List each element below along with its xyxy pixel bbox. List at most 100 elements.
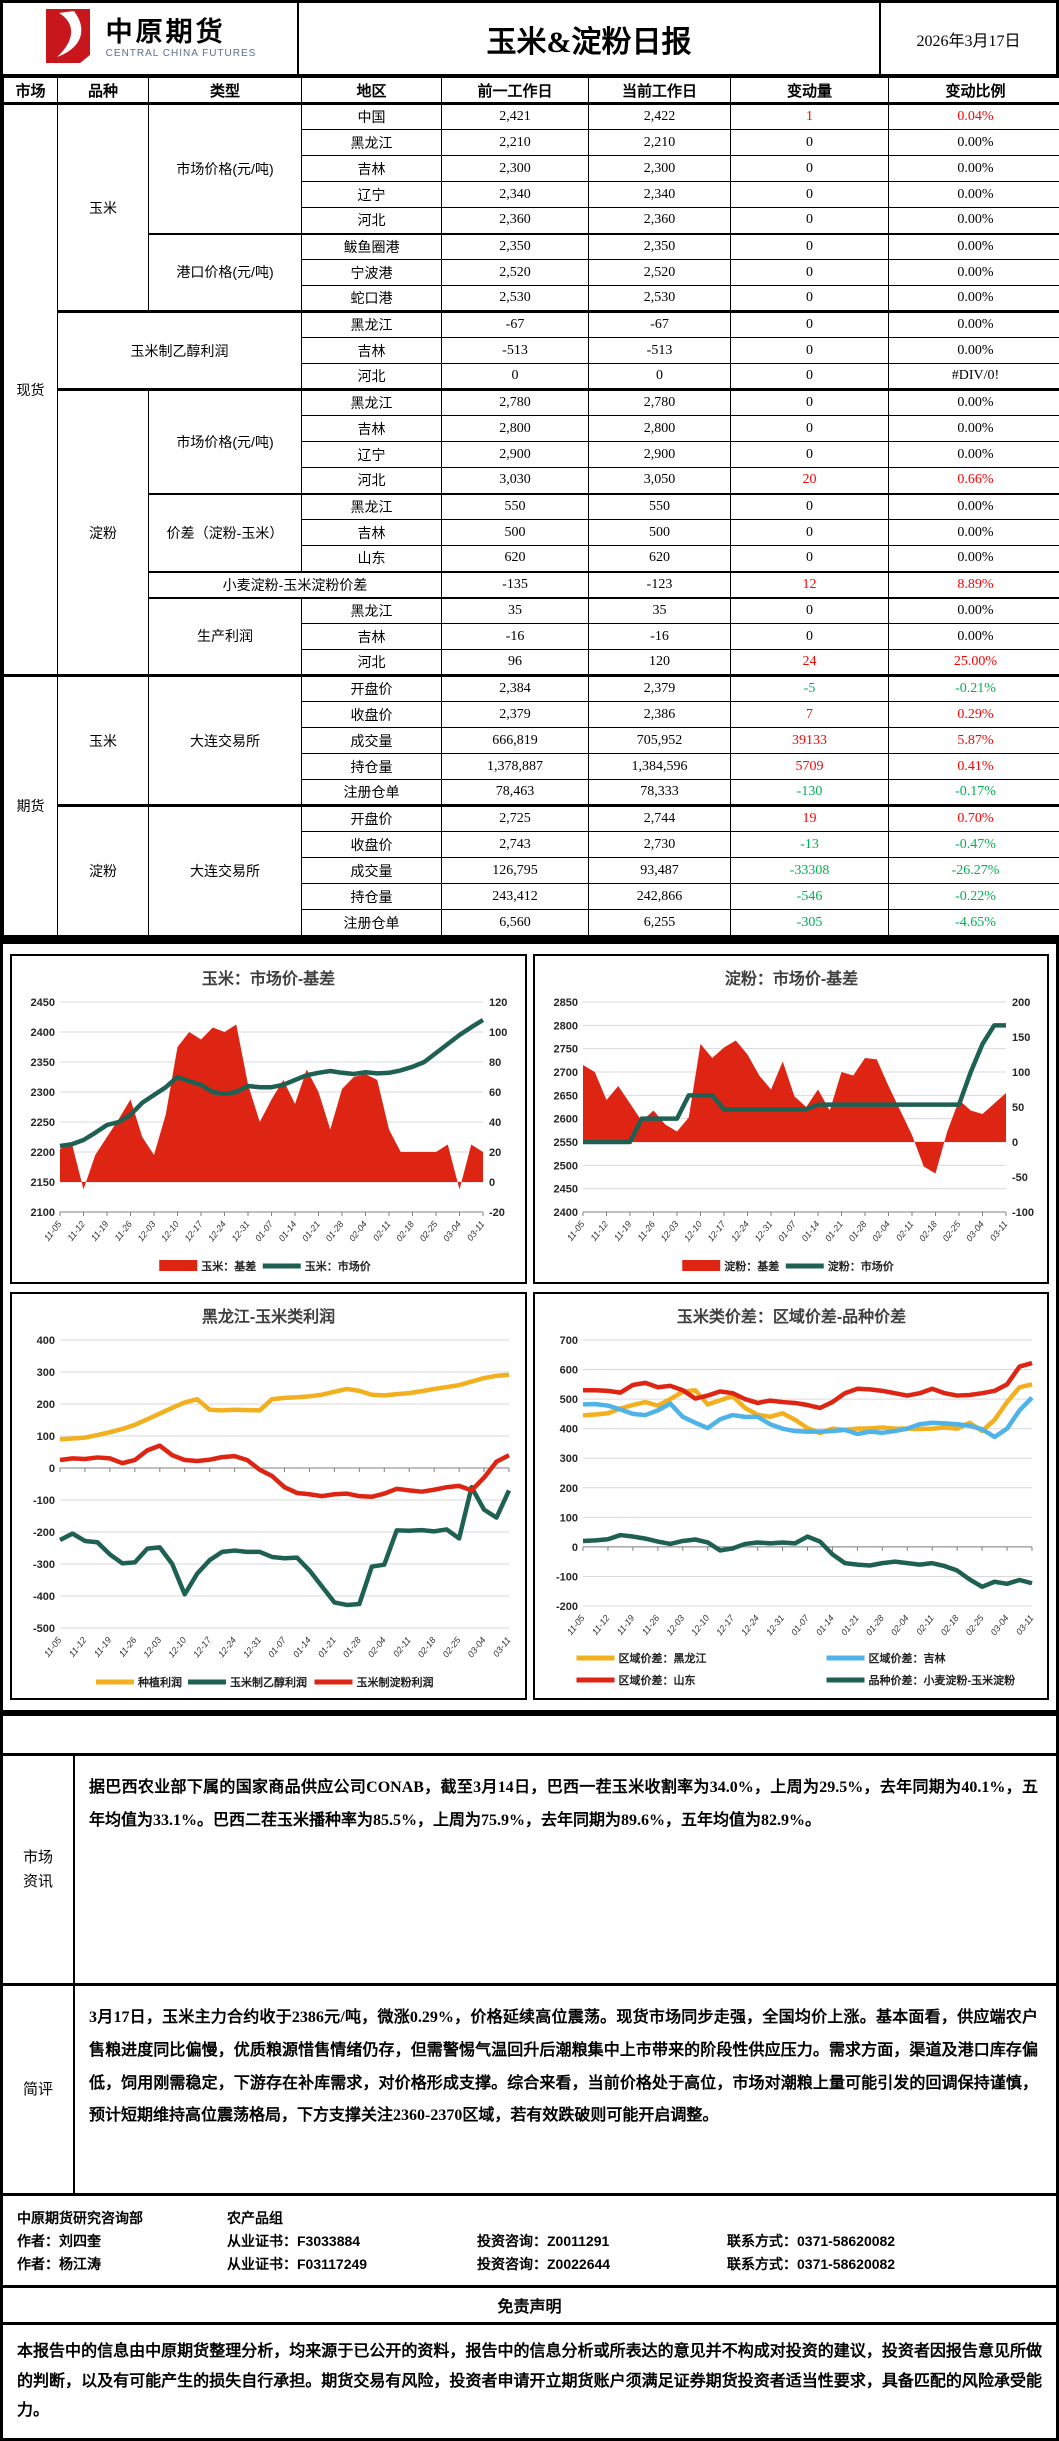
x-axis-tick-label: 12-24: [216, 1635, 238, 1659]
series-area: [60, 1025, 483, 1190]
change-pct: 0.00%: [889, 234, 1059, 260]
y-axis-tick-label: -400: [33, 1591, 55, 1603]
chart-title: 淀粉：市场价-基差: [724, 969, 857, 988]
y-axis-tick-label: 300: [559, 1453, 577, 1465]
change-pct: 0.00%: [889, 182, 1059, 208]
y-axis-tick-label: -300: [33, 1559, 55, 1571]
change-pct: -0.22%: [889, 884, 1059, 910]
change-value: 0: [731, 598, 889, 624]
market-info-text: 据巴西农业部下属的国家商品供应公司CONAB，截至3月14日，巴西一茬玉米收割率…: [75, 1756, 1056, 1983]
curr-value: 550: [589, 494, 731, 520]
prev-value: 126,795: [442, 858, 589, 884]
legend-label: 种植利润: [137, 1675, 182, 1689]
change-pct: -0.47%: [889, 832, 1059, 858]
change-pct: 0.00%: [889, 208, 1059, 234]
prev-value: 550: [442, 494, 589, 520]
prev-value: -135: [442, 572, 589, 598]
change-value: -546: [731, 884, 889, 910]
x-axis-tick-label: 02-25: [441, 1634, 464, 1659]
region-label: 开盘价: [302, 676, 442, 702]
prev-value: -67: [442, 312, 589, 338]
change-value: 0: [731, 338, 889, 364]
prev-value: 6,560: [442, 910, 589, 936]
region-label: 黑龙江: [302, 130, 442, 156]
change-value: 5709: [731, 754, 889, 780]
type-label: 市场价格(元/吨): [149, 390, 302, 494]
curr-value: 620: [589, 546, 731, 572]
y-axis-tick-label: 700: [559, 1335, 577, 1347]
chart-title: 黑龙江-玉米类利润: [202, 1307, 335, 1326]
x-axis-tick-label: 03-11: [491, 1635, 513, 1659]
report-header: 中原期货 CENTRAL CHINA FUTURES 玉米&淀粉日报 2026年…: [3, 3, 1056, 77]
y-axis-tick-label: -500: [33, 1623, 55, 1635]
prev-value: 620: [442, 546, 589, 572]
change-value: -33308: [731, 858, 889, 884]
region-label: 注册仓单: [302, 780, 442, 806]
prev-value: 2,340: [442, 182, 589, 208]
change-pct: 0.41%: [889, 754, 1059, 780]
column-header: 变动比例: [889, 78, 1059, 104]
author-cert: 从业证书：F3033884: [227, 2231, 477, 2252]
change-pct: 0.00%: [889, 130, 1059, 156]
variety-label: 玉米: [58, 676, 149, 806]
change-pct: 0.00%: [889, 598, 1059, 624]
legend-label: 淀粉：市场价: [827, 1259, 894, 1273]
x-axis-tick-label: 12-31: [230, 1219, 252, 1243]
prev-value: 2,300: [442, 156, 589, 182]
right-axis-tick-label: 0: [1012, 1137, 1018, 1149]
y-axis-tick-label: 200: [37, 1399, 55, 1411]
commentary-section: 简评 3月17日，玉米主力合约收于2386元/吨，微涨0.29%，价格延续高位震…: [3, 1986, 1056, 2196]
series-area: [583, 1041, 1006, 1174]
x-axis-tick-label: 12-03: [141, 1635, 163, 1659]
x-axis-tick-label: 11-12: [65, 1219, 87, 1243]
curr-value: 2,800: [589, 416, 731, 442]
legend-swatch: [682, 1260, 720, 1271]
chart-svg-3: 黑龙江-玉米类利润-500-400-300-200-10001002003004…: [12, 1294, 525, 1698]
prev-value: -513: [442, 338, 589, 364]
x-axis-tick-label: 12-31: [752, 1219, 774, 1243]
change-value: 0: [731, 130, 889, 156]
region-label: 中国: [302, 104, 442, 130]
x-axis-tick-label: 02-18: [917, 1219, 939, 1243]
change-pct: 0.00%: [889, 494, 1059, 520]
type-label: 价差（淀粉-玉米）: [149, 494, 302, 572]
region-label: 持仓量: [302, 754, 442, 780]
x-axis-tick-label: 02-04: [366, 1635, 388, 1659]
change-pct: #DIV/0!: [889, 364, 1059, 390]
y-axis-tick-label: 2200: [31, 1147, 55, 1159]
region-label: 山东: [302, 546, 442, 572]
y-axis-tick-label: 2250: [31, 1117, 55, 1129]
type-label: 小麦淀粉-玉米淀粉价差: [149, 572, 442, 598]
region-label: 注册仓单: [302, 910, 442, 936]
y-axis-tick-label: 2400: [553, 1207, 577, 1219]
change-value: 0: [731, 442, 889, 468]
prev-value: 666,819: [442, 728, 589, 754]
change-value: 0: [731, 312, 889, 338]
x-axis-tick-label: 02-25: [940, 1218, 963, 1243]
y-axis-tick-label: 0: [571, 1542, 577, 1554]
y-axis-tick-label: 2450: [31, 997, 55, 1009]
author-advisory: 投资咨询：Z0011291: [477, 2231, 727, 2252]
x-axis-tick-label: 02-11: [893, 1219, 915, 1243]
group-name: 农产品组: [227, 2208, 283, 2229]
curr-value: 2,340: [589, 182, 731, 208]
curr-value: 500: [589, 520, 731, 546]
legend-label: 品种价差：小麦淀粉-玉米淀粉: [868, 1673, 1015, 1687]
contact-author-line: 作者：杨江涛 从业证书：F03117249 投资咨询：Z0022644 联系方式…: [17, 2254, 1042, 2275]
change-pct: 0.04%: [889, 104, 1059, 130]
change-value: 0: [731, 260, 889, 286]
disclaimer-text: 本报告中的信息由中原期货整理分析，均来源于已公开的资料，报告中的信息分析或所表达…: [3, 2325, 1056, 2438]
variety-label: 淀粉: [58, 806, 149, 936]
region-label: 开盘价: [302, 806, 442, 832]
company-name-en: CENTRAL CHINA FUTURES: [106, 48, 257, 59]
series-line: [583, 1535, 1032, 1587]
column-header: 当前工作日: [589, 78, 731, 104]
x-axis-tick-label: 11-05: [564, 1612, 586, 1637]
right-axis-tick-label: -50: [1012, 1172, 1028, 1184]
